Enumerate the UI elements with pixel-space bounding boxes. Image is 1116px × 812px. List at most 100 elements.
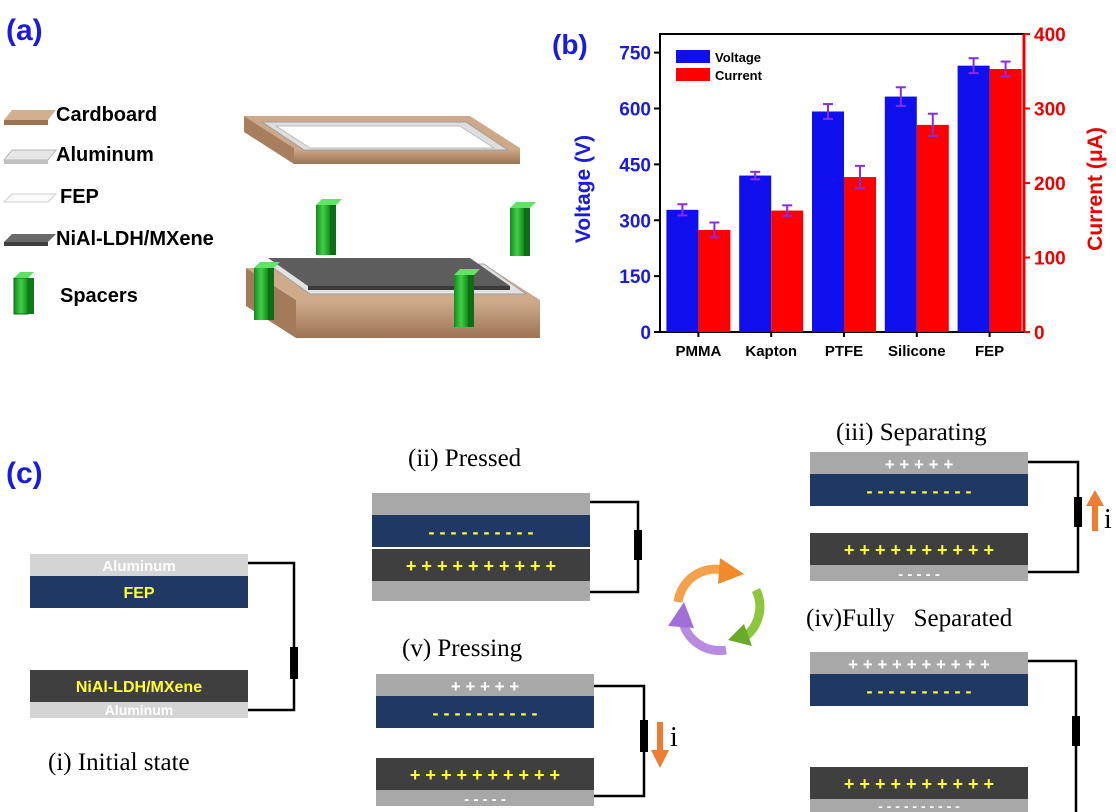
state-fully-separated: (iv)Fully Separated + + + + + + + + + + … bbox=[806, 605, 1080, 812]
bar-voltage-kapton bbox=[739, 175, 772, 332]
fully-separated-positive-charges: + + + + + + + + + + bbox=[844, 774, 994, 794]
separating-resistor bbox=[1074, 497, 1082, 527]
initial-bottom-aluminum bbox=[30, 702, 248, 718]
separating-current-label: i bbox=[1104, 504, 1112, 535]
separating-top-positive-charges: + + + + + bbox=[885, 455, 954, 474]
cardboard-swatch bbox=[4, 110, 56, 120]
spacer-back-right bbox=[510, 202, 536, 256]
pressed-caption: (ii) Pressed bbox=[408, 445, 522, 472]
nial-ldh-mxene-swatch bbox=[4, 234, 56, 242]
separating-circuit-wire bbox=[1028, 460, 1080, 574]
fully-separated-bottom-negative-charges: - - - - - - - - - - bbox=[878, 798, 960, 812]
y2-axis-label: Current (μA) bbox=[1084, 127, 1107, 251]
left-axis-ticks: 0 150 300 450 600 750 bbox=[619, 44, 660, 344]
fully-separated-top-positive-charges: + + + + + + + + + + bbox=[848, 655, 990, 674]
bottom-active-layer bbox=[268, 258, 510, 286]
x-tick-label: Kapton bbox=[745, 343, 797, 360]
bar-chart: 0 150 300 450 600 750 0 100 200 300 400 PMMA Kapto… bbox=[572, 25, 1107, 360]
state-initial: Aluminum FEP NiAl-LDH/MXene Aluminum (i)… bbox=[30, 554, 298, 776]
pressing-current-label: i bbox=[670, 722, 678, 753]
separating-negative-charges: - - - - - - - - - - bbox=[867, 481, 972, 501]
bar-voltage-ptfe bbox=[812, 111, 844, 332]
legend-item-aluminum: Aluminum bbox=[2, 144, 154, 166]
pressing-resistor bbox=[640, 720, 648, 752]
x-tick-label: Silicone bbox=[888, 343, 946, 360]
spacer-front-right-body bbox=[454, 269, 480, 327]
bar-group bbox=[666, 57, 1022, 332]
pressing-positive-charges: + + + + + + + + + + bbox=[410, 765, 560, 785]
bar-current-silicone bbox=[916, 124, 949, 332]
x-tick-label: PTFE bbox=[825, 343, 863, 360]
legend-label-nial-ldh-mxene: NiAl-LDH/MXene bbox=[56, 228, 214, 250]
legend-label-cardboard: Cardboard bbox=[56, 104, 157, 126]
legend-label-fep: FEP bbox=[60, 186, 99, 208]
fully-separated-resistor bbox=[1072, 716, 1080, 746]
initial-nial-ldh-layer bbox=[30, 670, 248, 702]
state-separating: (iii) Separating + + + + + - - - - - - -… bbox=[810, 419, 1112, 583]
pressing-bottom-negative-charges: - - - - - bbox=[464, 791, 506, 808]
y2-tick-label: 300 bbox=[1034, 100, 1066, 121]
fully-separated-negative-charges: - - - - - - - - - - bbox=[867, 681, 972, 701]
panel-label-a: (a) bbox=[6, 14, 43, 47]
pressed-fep-layer bbox=[372, 515, 590, 547]
fep-swatch bbox=[2, 193, 58, 203]
legend-label-spacers: Spacers bbox=[60, 285, 138, 307]
bar-voltage-fep bbox=[957, 65, 990, 332]
panel-label-c: (c) bbox=[6, 457, 43, 490]
bar-current-kapton bbox=[771, 210, 804, 332]
legend-label-aluminum: Aluminum bbox=[56, 144, 154, 166]
pressed-circuit-wire bbox=[590, 500, 640, 594]
cycle-arrows-icon bbox=[668, 558, 765, 656]
spacer-front-left bbox=[254, 262, 280, 320]
aluminum-swatch bbox=[2, 149, 58, 161]
legend-item-fep: FEP bbox=[2, 186, 99, 208]
legend-label-current: Current bbox=[715, 68, 763, 83]
pressed-positive-charges: + + + + + + + + + + bbox=[406, 556, 556, 576]
spacer-swatch bbox=[13, 277, 29, 315]
separating-caption: (iii) Separating bbox=[836, 419, 987, 446]
legend-swatch-current bbox=[676, 68, 710, 81]
current-up-arrow-icon bbox=[1086, 490, 1104, 531]
legend-item-spacers: Spacers bbox=[13, 272, 138, 315]
initial-resistor bbox=[290, 647, 298, 679]
chart-legend: Voltage Current bbox=[676, 50, 763, 83]
pressing-negative-charges: - - - - - - - - - - bbox=[433, 703, 538, 723]
separating-bottom-negative-charges: - - - - - bbox=[898, 566, 940, 583]
y-tick-label: 600 bbox=[619, 100, 651, 121]
pressed-active-layer bbox=[372, 549, 590, 581]
svg-text:FEP: FEP bbox=[123, 585, 154, 602]
pressed-resistor bbox=[634, 530, 642, 560]
y2-tick-label: 400 bbox=[1034, 25, 1066, 46]
y-tick-label: 750 bbox=[619, 44, 651, 65]
initial-top-aluminum bbox=[30, 554, 248, 576]
x-tick-label: FEP bbox=[975, 343, 1004, 360]
pressing-caption: (v) Pressing bbox=[402, 635, 523, 662]
state-pressed: (ii) Pressed - - - - - - - - - - + + + +… bbox=[372, 445, 642, 601]
svg-text:NiAl-LDH/MXene: NiAl-LDH/MXene bbox=[76, 679, 202, 696]
x-axis-ticks: PMMA Kapton PTFE Silicone FEP bbox=[675, 332, 1004, 360]
bar-voltage-pmma bbox=[666, 209, 699, 332]
device-illustration bbox=[244, 116, 540, 338]
bar-current-ptfe bbox=[844, 177, 876, 332]
fully-separated-circuit-wire bbox=[1028, 659, 1078, 812]
fully-separated-caption: (iv)Fully Separated bbox=[806, 605, 1013, 632]
y-tick-label: 450 bbox=[619, 155, 651, 176]
legend-item-cardboard: Cardboard bbox=[4, 104, 157, 126]
y-tick-label: 300 bbox=[619, 211, 651, 232]
y-tick-label: 0 bbox=[640, 323, 651, 344]
panel-label-b: (b) bbox=[552, 29, 588, 60]
pressing-circuit-wire bbox=[594, 684, 646, 798]
x-tick-label: PMMA bbox=[675, 343, 721, 360]
material-legend: Cardboard Aluminum FEP NiAl-LDH/MXene Sp… bbox=[2, 104, 214, 315]
bar-current-pmma bbox=[698, 229, 731, 332]
y-axis-label: Voltage (V) bbox=[572, 135, 595, 243]
svg-text:Aluminum: Aluminum bbox=[102, 558, 175, 575]
pressing-top-positive-charges: + + + + + bbox=[451, 677, 520, 696]
legend-label-voltage: Voltage bbox=[715, 50, 761, 65]
top-fep bbox=[274, 125, 496, 149]
current-down-arrow-icon bbox=[651, 722, 669, 768]
pressed-negative-charges: - - - - - - - - - - bbox=[429, 522, 534, 542]
state-pressing: (v) Pressing + + + + + - - - - - - - - -… bbox=[376, 635, 678, 808]
separating-positive-charges: + + + + + + + + + + bbox=[844, 540, 994, 560]
